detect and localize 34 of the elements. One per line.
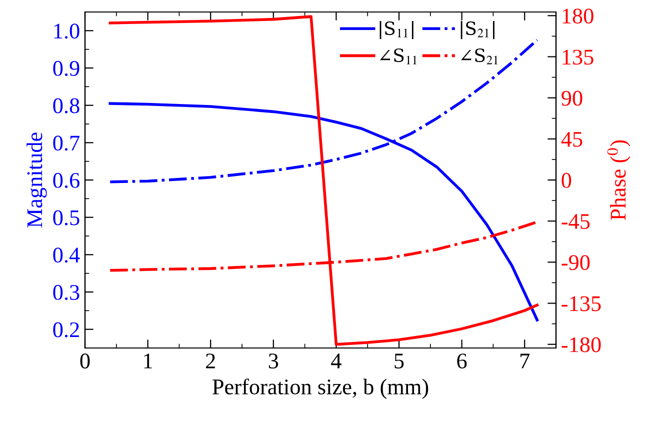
x-tick-label: 1 bbox=[144, 354, 152, 368]
x-tick-label: 6 bbox=[457, 354, 467, 368]
y2-axis-title: Phase ($^{0}$) bbox=[607, 140, 630, 220]
y-axis-title: Magnitude bbox=[26, 132, 47, 228]
y-tick-label: 0.7 bbox=[53, 136, 80, 151]
y2-tick-label: -90 bbox=[562, 255, 590, 270]
y-tick-label: 0.6 bbox=[53, 172, 80, 188]
x-tick-label: 5 bbox=[394, 354, 404, 368]
y-tick-label: 0.8 bbox=[53, 98, 80, 114]
y2-tick-label: -45 bbox=[562, 214, 590, 230]
x-tick-label: 0 bbox=[80, 354, 90, 368]
y-tick-label: 1.0 bbox=[54, 24, 80, 39]
y2-tick-label: 135 bbox=[562, 50, 594, 65]
x-tick-label: 7 bbox=[520, 354, 530, 368]
y2-tick-label: 90 bbox=[562, 90, 582, 106]
legend-label: |S$_{21}$| bbox=[460, 21, 494, 40]
legend-label: |S$_{11}$| bbox=[380, 21, 414, 40]
y-tick-label: 0.9 bbox=[53, 60, 80, 76]
x-tick-label: 3 bbox=[268, 354, 278, 368]
y-tick-label: 0.3 bbox=[53, 284, 80, 300]
y-tick-label: 0.2 bbox=[53, 322, 79, 338]
y2-tick-label: -180 bbox=[562, 337, 601, 352]
x-tick-label: 4 bbox=[331, 354, 342, 368]
y-tick-label: 0.5 bbox=[53, 210, 80, 226]
y2-tick-label: -135 bbox=[562, 296, 601, 312]
legend-label: ∠S$_{11}$ bbox=[380, 48, 417, 64]
y-tick-label: 0.4 bbox=[53, 248, 80, 263]
y2-tick-label: 0 bbox=[562, 172, 572, 188]
x-axis-title: Perforation size, b (mm) bbox=[212, 378, 428, 399]
line-series bbox=[108, 15, 539, 346]
x-tick-label: 2 bbox=[206, 354, 215, 368]
y2-tick-label: 180 bbox=[562, 8, 594, 24]
legend-label: ∠S$_{21}$ bbox=[461, 48, 498, 64]
y2-tick-label: 45 bbox=[561, 132, 582, 147]
